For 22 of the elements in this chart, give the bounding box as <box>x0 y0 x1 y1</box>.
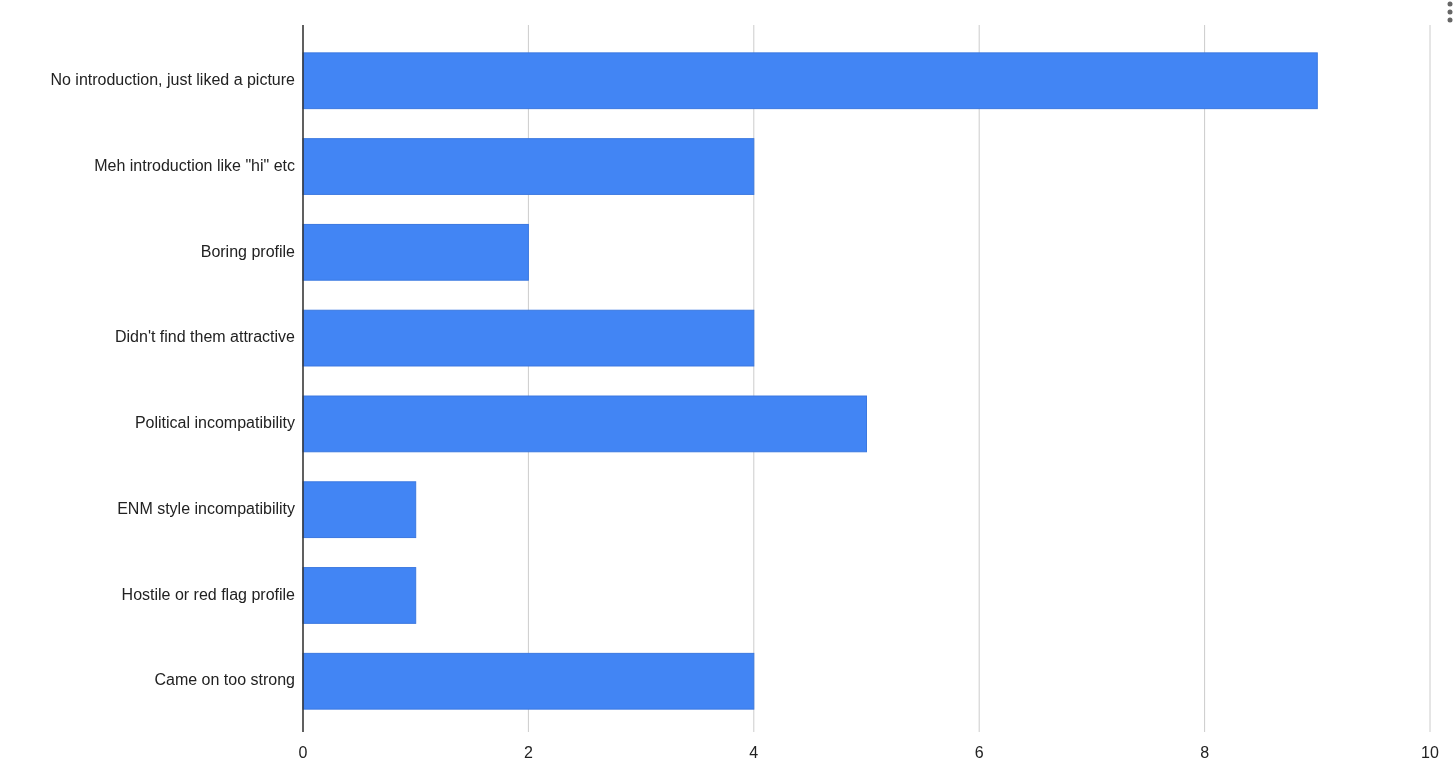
bar <box>302 395 867 453</box>
y-tick-label: Political incompatibility <box>134 414 295 432</box>
bar <box>302 309 755 367</box>
y-tick-label: No introduction, just liked a picture <box>50 70 296 88</box>
y-tick-label: Didn't find them attractive <box>114 328 296 346</box>
bar <box>302 138 755 195</box>
y-tick-label: Meh introduction like "hi" etc <box>94 156 295 174</box>
x-tick-label: 0 <box>298 744 308 762</box>
bar <box>302 652 755 710</box>
y-tick-label: Came on too strong <box>154 671 295 689</box>
y-tick-label: ENM style incompatibility <box>117 499 295 517</box>
y-tick-label: Boring profile <box>200 242 296 260</box>
bar <box>302 223 529 281</box>
bar <box>302 567 417 624</box>
x-tick-label: 4 <box>749 744 759 762</box>
x-tick-label: 6 <box>974 744 984 762</box>
y-tick-label: Hostile or red flag profile <box>121 585 296 603</box>
bar <box>302 52 1318 110</box>
x-tick-label: 8 <box>1200 744 1210 762</box>
bar <box>302 481 417 539</box>
x-tick-label: 10 <box>1421 744 1439 762</box>
x-tick-label: 2 <box>523 744 533 762</box>
